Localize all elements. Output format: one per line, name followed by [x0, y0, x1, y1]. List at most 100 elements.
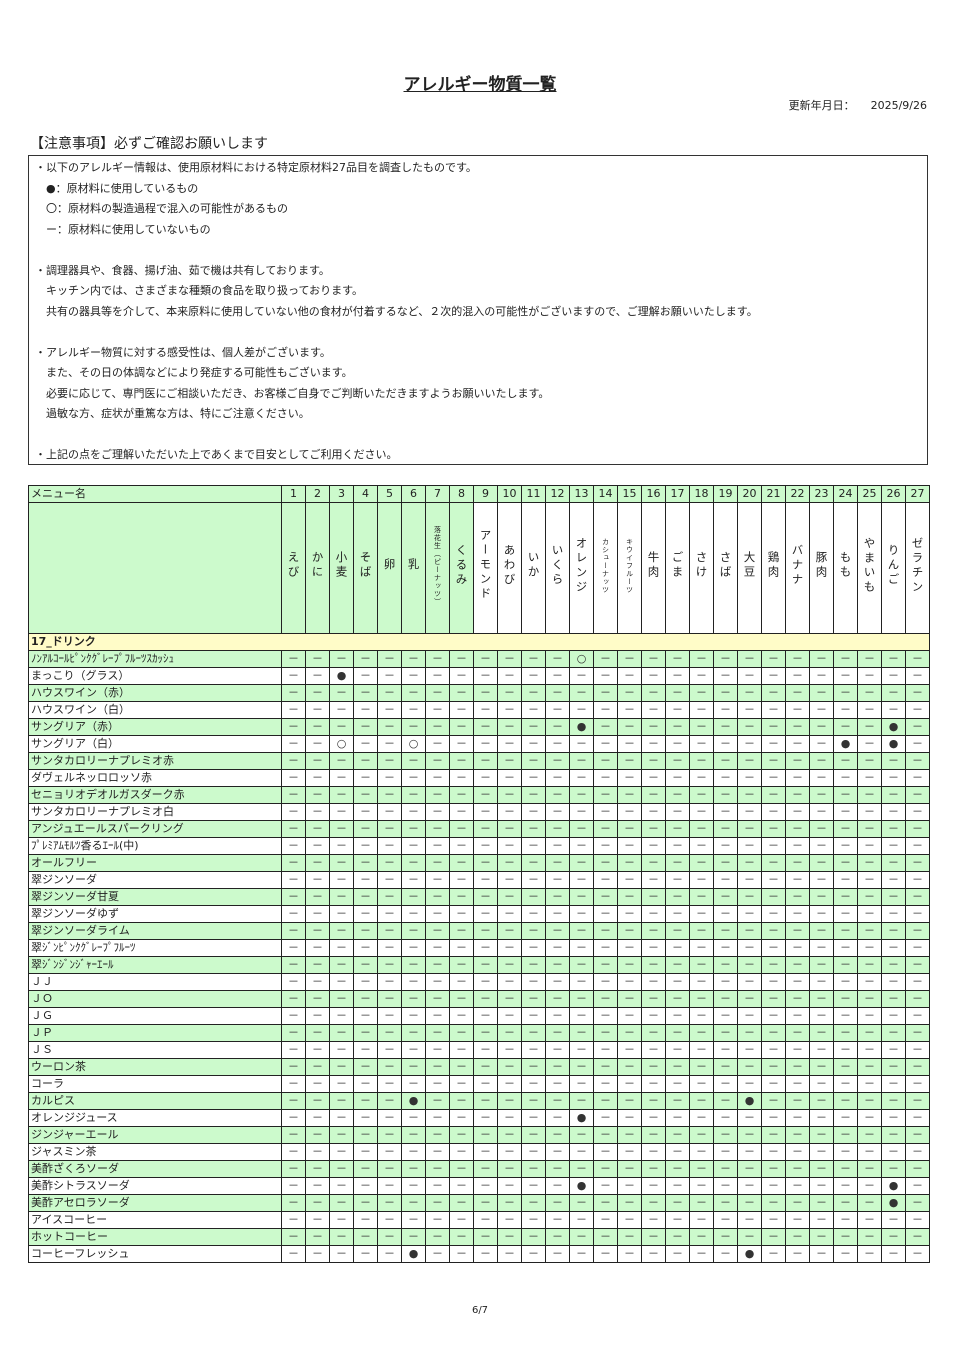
allergen-none: －: [809, 973, 834, 991]
allergen-none: －: [521, 820, 546, 838]
allergen-none: －: [809, 888, 834, 906]
allergen-none: －: [737, 956, 762, 974]
allergen-none: －: [689, 701, 714, 719]
allergen-none: －: [449, 684, 474, 702]
allergen-none: －: [833, 803, 858, 821]
allergen-none: －: [377, 1245, 402, 1263]
allergen-none: －: [617, 837, 642, 855]
allergen-none: －: [833, 1092, 858, 1110]
allergen-none: －: [281, 871, 306, 889]
allergen-none: －: [521, 1211, 546, 1229]
menu-item-name: サングリア（白）: [28, 735, 282, 753]
allergen-none: －: [497, 888, 522, 906]
allergen-none: －: [569, 820, 594, 838]
allergen-name: キウイフルーツ: [625, 537, 634, 594]
allergen-none: －: [761, 956, 786, 974]
allergen-none: －: [641, 1092, 666, 1110]
allergen-none: －: [689, 956, 714, 974]
allergen-none: －: [497, 1126, 522, 1144]
allergen-none: －: [665, 735, 690, 753]
notice-line: ・上記の点をご理解いただいた上であくまで目安としてご利用ください。: [35, 448, 398, 461]
allergen-none: －: [857, 1126, 882, 1144]
allergen-none: －: [425, 871, 450, 889]
allergen-none: －: [305, 718, 330, 736]
allergen-none: －: [665, 1211, 690, 1229]
allergen-none: －: [473, 1109, 498, 1127]
allergen-none: －: [761, 1228, 786, 1246]
allergen-none: －: [809, 939, 834, 957]
allergen-none: －: [305, 973, 330, 991]
allergen-none: －: [857, 905, 882, 923]
allergen-none: －: [665, 769, 690, 787]
allergen-none: －: [785, 1177, 810, 1195]
allergen-none: －: [353, 871, 378, 889]
allergen-none: －: [665, 905, 690, 923]
allergen-none: －: [281, 786, 306, 804]
allergen-none: －: [689, 1126, 714, 1144]
allergen-none: －: [329, 1143, 354, 1161]
allergen-number: 1: [281, 485, 306, 503]
allergen-header: 卵: [377, 502, 402, 634]
allergen-none: －: [641, 1160, 666, 1178]
allergen-none: －: [353, 701, 378, 719]
notice-line: [35, 425, 921, 446]
allergen-none: －: [329, 1177, 354, 1195]
allergen-none: －: [641, 1024, 666, 1042]
allergen-none: －: [521, 1024, 546, 1042]
allergen-none: －: [857, 803, 882, 821]
allergen-none: －: [617, 990, 642, 1008]
allergen-none: －: [905, 803, 930, 821]
allergen-none: －: [689, 939, 714, 957]
allergen-none: －: [305, 735, 330, 753]
allergen-header: ごま: [665, 502, 690, 634]
allergen-none: －: [857, 1245, 882, 1263]
allergen-none: －: [785, 650, 810, 668]
allergen-none: －: [593, 871, 618, 889]
allergen-none: －: [905, 871, 930, 889]
allergen-none: －: [449, 888, 474, 906]
allergen-none: －: [641, 786, 666, 804]
allergen-none: －: [713, 1041, 738, 1059]
allergen-none: －: [617, 769, 642, 787]
allergen-none: －: [617, 956, 642, 974]
allergen-none: －: [545, 1007, 570, 1025]
allergen-none: －: [377, 718, 402, 736]
allergen-none: －: [521, 650, 546, 668]
allergen-none: －: [905, 1007, 930, 1025]
allergen-none: －: [305, 871, 330, 889]
allergen-number: 23: [809, 485, 834, 503]
allergen-none: －: [665, 854, 690, 872]
allergen-none: －: [785, 1109, 810, 1127]
allergen-none: －: [353, 650, 378, 668]
allergen-none: －: [281, 701, 306, 719]
menu-item-name: ジンジャーエール: [28, 1126, 282, 1144]
allergen-none: －: [833, 854, 858, 872]
allergen-none: －: [641, 1228, 666, 1246]
allergen-none: －: [281, 1092, 306, 1110]
allergen-none: －: [833, 888, 858, 906]
menu-item-name: セニョリオデオルガスダーク赤: [28, 786, 282, 804]
allergen-none: －: [497, 667, 522, 685]
allergen-none: －: [473, 701, 498, 719]
allergen-none: －: [401, 752, 426, 770]
allergen-none: －: [521, 752, 546, 770]
allergen-none: －: [761, 1092, 786, 1110]
allergen-none: －: [857, 735, 882, 753]
allergen-header: もも: [833, 502, 858, 634]
notice-line: [35, 240, 921, 261]
allergen-none: －: [401, 1143, 426, 1161]
allergen-none: －: [305, 888, 330, 906]
allergen-none: －: [329, 837, 354, 855]
allergen-none: －: [545, 1024, 570, 1042]
allergen-none: －: [473, 905, 498, 923]
allergen-none: －: [281, 769, 306, 787]
allergen-none: －: [377, 1143, 402, 1161]
allergen-none: －: [401, 990, 426, 1008]
allergen-none: －: [713, 1211, 738, 1229]
allergen-none: －: [665, 1126, 690, 1144]
allergen-none: －: [761, 1160, 786, 1178]
allergen-none: －: [473, 786, 498, 804]
allergen-none: －: [713, 650, 738, 668]
allergen-none: －: [689, 1211, 714, 1229]
allergen-none: －: [329, 1126, 354, 1144]
